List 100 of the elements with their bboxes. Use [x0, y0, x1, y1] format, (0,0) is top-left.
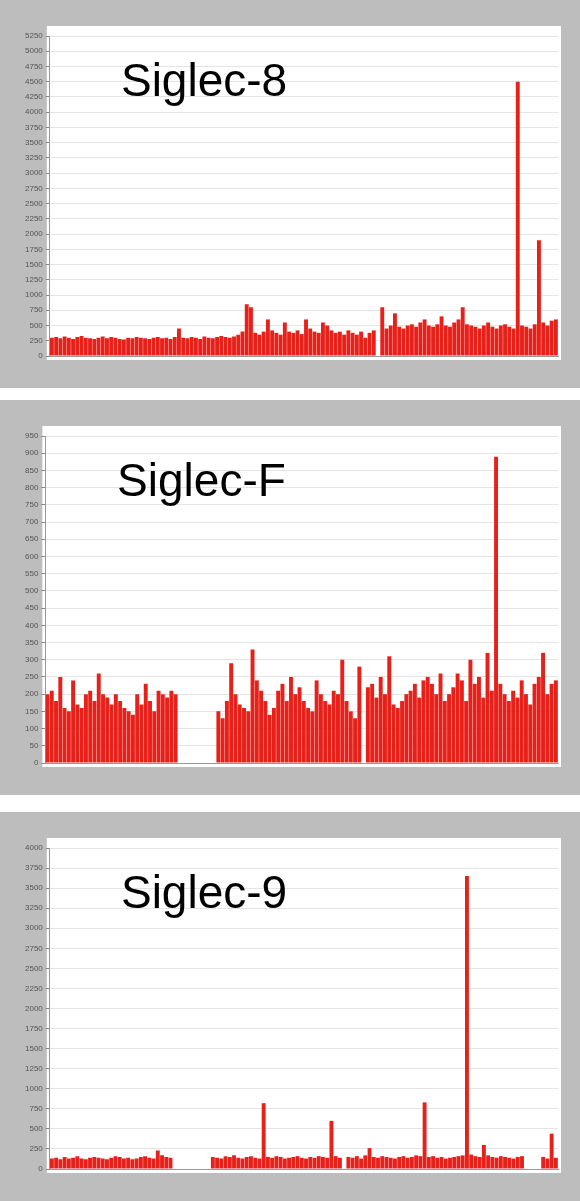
y-tick-label: 5000 [25, 46, 44, 56]
bar [477, 676, 481, 763]
bar [498, 325, 503, 356]
bar [105, 1159, 109, 1169]
bar [346, 330, 351, 356]
bar [173, 694, 178, 763]
y-tick-label: 2250 [25, 214, 44, 224]
bar [164, 1156, 169, 1169]
bar [409, 1156, 414, 1169]
bar [169, 690, 174, 763]
bar [88, 338, 92, 356]
bar [460, 307, 465, 356]
bar [549, 1133, 554, 1169]
bar [422, 319, 427, 356]
y-tick-label: 1500 [25, 259, 44, 269]
y-tick-label: 2000 [25, 1003, 44, 1013]
bar [215, 1157, 220, 1169]
bar [435, 1157, 440, 1169]
bar [71, 680, 76, 763]
bar [100, 1158, 105, 1169]
bar [316, 1156, 321, 1169]
y-tick-label: 300 [24, 654, 39, 664]
bar [549, 683, 554, 763]
bar [376, 1157, 380, 1169]
bar [370, 683, 375, 763]
bar [409, 324, 414, 356]
bar [151, 337, 156, 356]
bar [244, 1156, 249, 1169]
bar [49, 1158, 54, 1169]
bar [164, 337, 169, 356]
bar [477, 328, 482, 356]
y-tick-label: 900 [24, 448, 39, 458]
bar [490, 1156, 495, 1169]
bar [359, 331, 364, 356]
y-tick-label: 800 [24, 482, 39, 492]
bar [507, 1157, 512, 1169]
y-tick-label: 100 [24, 723, 39, 733]
y-tick-label: 3250 [25, 903, 44, 913]
bar [481, 1144, 486, 1169]
bar [134, 337, 139, 356]
bar [380, 1156, 385, 1169]
bar [371, 330, 376, 356]
y-tick-label: 1750 [25, 1023, 44, 1033]
bar [291, 1156, 296, 1169]
y-tick-label: 150 [24, 706, 39, 716]
y-tick-label: 3000 [25, 168, 44, 178]
bar [545, 325, 550, 356]
bar [189, 337, 194, 356]
bar [143, 683, 148, 763]
bar [380, 307, 385, 356]
bar [378, 676, 383, 763]
bar [473, 326, 478, 356]
y-tick-label: 3500 [25, 137, 44, 147]
y-tick-label: 3500 [25, 883, 44, 893]
bar [289, 676, 293, 763]
bar [388, 1157, 393, 1169]
bar [71, 1157, 76, 1169]
bar [117, 338, 122, 356]
y-tick-label: 1250 [25, 1063, 44, 1073]
bar [549, 320, 554, 356]
bar [261, 1103, 266, 1169]
bar [92, 1156, 97, 1169]
y-tick-label: 3250 [25, 153, 44, 163]
bar [299, 1157, 304, 1169]
bar [331, 690, 336, 763]
bar [244, 304, 249, 356]
bar [418, 322, 423, 356]
bar [210, 1156, 215, 1169]
bar [54, 1157, 59, 1169]
bar [274, 1156, 279, 1169]
bar [135, 694, 140, 763]
y-tick-label: 3750 [25, 863, 44, 873]
bar [113, 694, 118, 763]
bar [494, 328, 499, 356]
bar [507, 326, 512, 356]
bar [282, 322, 287, 356]
bar [553, 319, 558, 356]
bar [126, 1157, 131, 1169]
bar [393, 313, 397, 356]
y-tick-label: 750 [29, 305, 44, 315]
bar [465, 876, 469, 1169]
bar [71, 338, 76, 356]
y-tick-label: 200 [24, 689, 39, 699]
y-tick-label: 750 [24, 500, 39, 510]
bar [75, 337, 80, 356]
bar [498, 1156, 503, 1169]
y-tick-label: 1750 [25, 244, 44, 254]
bar [291, 332, 296, 356]
bar [215, 337, 220, 356]
bar [357, 666, 362, 763]
y-tick-label: 2000 [25, 229, 44, 239]
bar [431, 1156, 436, 1169]
y-tick-label: 950 [24, 431, 39, 441]
bar [236, 334, 241, 356]
bar [249, 1156, 253, 1169]
bar [88, 1157, 92, 1169]
bar [83, 337, 88, 356]
y-tick-label: 650 [24, 534, 39, 544]
bar [250, 649, 255, 763]
bar [49, 690, 54, 763]
